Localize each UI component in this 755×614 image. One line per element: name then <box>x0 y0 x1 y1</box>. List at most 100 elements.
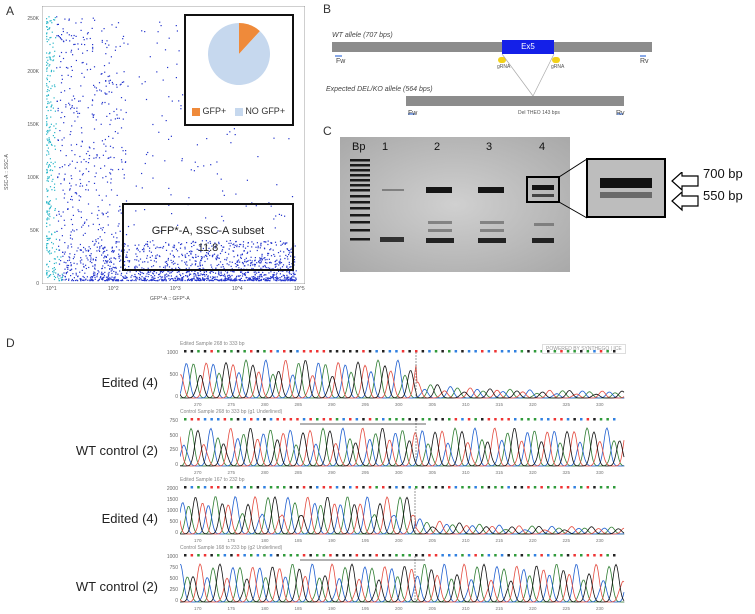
base-call <box>223 350 227 353</box>
flow-event-dot <box>183 276 185 278</box>
flow-event-dot <box>80 127 83 129</box>
flow-event-dot <box>49 158 51 160</box>
flow-event-dot <box>47 189 49 191</box>
flow-event-dot <box>171 270 173 273</box>
flow-event-dot <box>243 272 246 275</box>
flow-event-dot <box>165 279 167 281</box>
flow-event-dot <box>242 244 244 246</box>
flow-event-dot <box>46 90 48 93</box>
flow-event-dot <box>241 254 243 256</box>
gel-lane-4: 4 <box>539 141 546 153</box>
flow-event-dot <box>196 144 198 146</box>
ladder-band <box>350 184 370 187</box>
base-call <box>606 418 609 421</box>
flow-event-dot <box>57 176 59 178</box>
flow-event-dot <box>99 250 101 252</box>
flow-event-dot <box>70 264 72 266</box>
flow-event-dot <box>150 259 152 261</box>
base-call <box>487 554 491 557</box>
flow-event-dot <box>139 251 141 253</box>
flow-event-dot <box>49 203 51 205</box>
flow-event-dot <box>69 257 71 259</box>
flow-event-dot <box>227 271 229 273</box>
flow-event-dot <box>162 79 164 81</box>
flow-event-dot <box>239 261 241 263</box>
flow-event-dot <box>165 280 167 282</box>
flow-event-dot <box>72 214 74 216</box>
flow-event-dot <box>141 249 144 251</box>
flow-event-dot <box>80 161 82 163</box>
base-call <box>547 554 550 557</box>
flow-event-dot <box>276 259 278 261</box>
flow-event-dot <box>217 230 219 232</box>
flow-event-dot <box>104 92 106 94</box>
flow-event-dot <box>71 160 73 162</box>
flow-event-dot <box>188 278 190 280</box>
flow-event-dot <box>181 158 183 160</box>
base-call <box>580 554 583 557</box>
base-call <box>250 418 253 421</box>
gate-value: 11.8 <box>197 242 219 254</box>
flow-event-dot <box>52 273 54 275</box>
flow-event-dot <box>188 197 190 199</box>
base-call <box>487 350 491 353</box>
flow-event-dot <box>206 252 208 254</box>
flow-event-dot <box>46 106 48 108</box>
flow-event-dot <box>108 62 110 64</box>
flow-event-dot <box>279 277 281 279</box>
flow-event-dot <box>194 260 196 262</box>
flow-event-dot <box>101 278 103 280</box>
flow-event-dot <box>212 271 214 273</box>
flow-event-dot <box>110 278 112 280</box>
flow-event-dot <box>229 131 231 133</box>
base-call <box>382 486 385 489</box>
flow-event-dot <box>85 168 87 170</box>
base-call <box>217 418 220 421</box>
flow-event-dot <box>286 266 288 268</box>
flow-event-dot <box>56 35 58 37</box>
flow-event-dot <box>46 130 48 132</box>
flow-event-dot <box>258 277 260 279</box>
flow-event-dot <box>266 280 268 282</box>
flow-event-dot <box>169 279 171 281</box>
flow-event-dot <box>136 255 138 258</box>
flow-event-dot <box>113 250 115 253</box>
flow-event-dot <box>70 131 72 133</box>
flow-event-dot <box>126 272 128 274</box>
flow-event-dot <box>163 280 165 282</box>
flow-event-dot <box>60 38 62 40</box>
flow-event-dot <box>152 177 154 179</box>
flow-event-dot <box>82 279 84 281</box>
trace-y-ticks: 1000 500 0 <box>160 350 178 400</box>
flow-event-dot <box>91 50 94 52</box>
flow-event-dot <box>173 245 176 247</box>
flow-event-dot <box>206 138 208 140</box>
flow-event-dot <box>194 264 196 266</box>
flow-event-dot <box>293 274 295 276</box>
flow-event-dot <box>88 146 90 148</box>
flow-event-dot <box>49 75 51 77</box>
base-call <box>441 350 444 353</box>
flow-event-dot <box>49 253 51 255</box>
flow-event-dot <box>184 254 186 256</box>
flow-event-dot <box>176 271 178 273</box>
flow-event-dot <box>95 259 97 262</box>
flow-event-dot <box>74 279 77 282</box>
flow-event-dot <box>58 245 60 247</box>
flow-event-dot <box>257 156 259 158</box>
base-call <box>342 486 345 489</box>
flow-event-dot <box>74 253 76 256</box>
flow-event-dot <box>51 180 53 182</box>
flow-event-dot <box>125 161 127 163</box>
flow-event-dot <box>144 31 146 33</box>
flow-event-dot <box>202 267 204 269</box>
flow-event-dot <box>57 276 59 278</box>
flow-event-dot <box>131 274 133 277</box>
flow-event-dot <box>47 266 50 268</box>
flow-event-dot <box>217 273 220 275</box>
flow-event-dot <box>177 263 179 265</box>
flow-event-dot <box>94 176 96 178</box>
flow-event-dot <box>221 215 223 217</box>
flow-event-dot <box>119 84 121 86</box>
flow-event-dot <box>174 279 176 282</box>
